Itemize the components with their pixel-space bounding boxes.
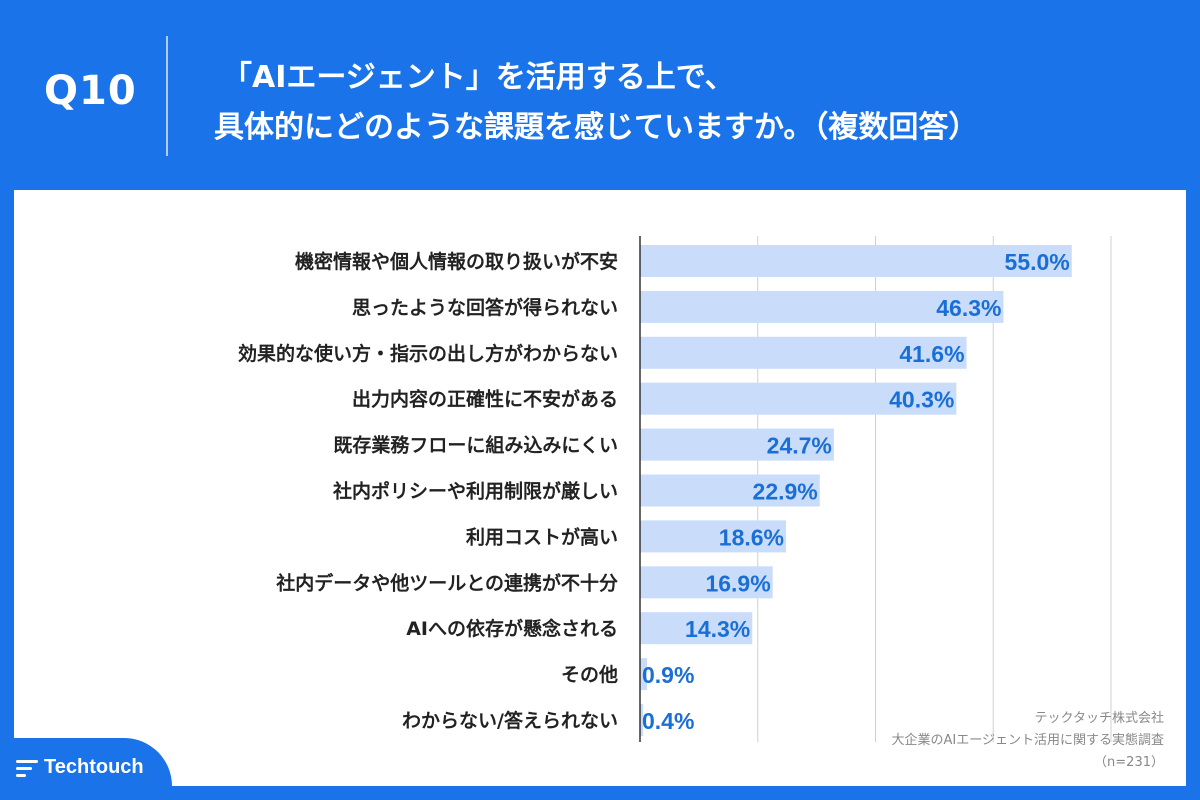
bar-chart: 機密情報や個人情報の取り扱いが不安 55.0% 思ったような回答が得られない 46.3…: [238, 236, 1112, 742]
logo-text: Techtouch: [44, 756, 144, 778]
data-label: 18.6%: [719, 524, 784, 550]
logo: Techtouch: [0, 738, 172, 800]
category-label: わからない/答えられない: [402, 709, 618, 732]
data-label: 46.3%: [936, 295, 1001, 321]
source-survey: 大企業のAIエージェント活用に関する実態調査: [891, 733, 1164, 748]
bar: [640, 382, 957, 415]
category-label: 出力内容の正確性に不安がある: [352, 388, 618, 411]
data-label: 14.3%: [685, 616, 750, 642]
bar: [640, 245, 1072, 277]
bar: [640, 520, 787, 553]
category-label: 既存業務フローに組み込みにくい: [333, 434, 618, 457]
category-label: 社内データや他ツールとの連携が不十分: [275, 571, 618, 594]
data-label: 16.9%: [705, 570, 770, 596]
header-divider: [166, 36, 168, 156]
category-label: 思ったような回答が得られない: [352, 296, 618, 319]
data-label: 0.4%: [642, 708, 694, 734]
data-label: 41.6%: [899, 341, 964, 367]
chart-card: 機密情報や個人情報の取り扱いが不安 55.0% 思ったような回答が得られない 46.3…: [14, 190, 1186, 786]
category-label: 効果的な使い方・指示の出し方がわからない: [238, 342, 618, 365]
category-label: その他: [561, 663, 618, 686]
bar: [640, 704, 644, 736]
bar: [640, 612, 753, 645]
category-label: AIへの依存が懸念される: [406, 617, 618, 640]
techtouch-logo-icon: [16, 760, 38, 780]
bar: [640, 658, 648, 691]
source-company: テックタッチ株式会社: [1034, 711, 1164, 726]
question-number: Q10: [44, 68, 137, 114]
bar: [640, 566, 773, 599]
header: Q10 「AIエージェント」を活用する上で、 具体的にどのような課題を感じていま…: [0, 0, 1200, 190]
question-title-line1: 「AIエージェント」を活用する上で、: [222, 60, 735, 95]
bar: [640, 428, 834, 461]
source-note: テックタッチ株式会社 大企業のAIエージェント活用に関する実態調査 （n=231…: [892, 708, 1164, 774]
bar: [640, 290, 1004, 323]
category-label: 利用コストが高い: [466, 525, 618, 548]
question-title-line2: 具体的にどのような課題を感じていますか。（複数回答）: [214, 110, 979, 145]
data-label: 40.3%: [889, 387, 954, 413]
category-label: 機密情報や個人情報の取り扱いが不安: [295, 250, 618, 273]
data-label: 24.7%: [767, 433, 832, 459]
category-label: 社内ポリシーや利用制限が厳しい: [332, 480, 618, 503]
bar: [640, 336, 967, 369]
data-label: 22.9%: [753, 479, 818, 505]
source-sample: （n=231）: [1094, 755, 1164, 770]
bar: [640, 474, 820, 507]
data-label: 55.0%: [1005, 249, 1070, 275]
data-label: 0.9%: [642, 662, 694, 688]
